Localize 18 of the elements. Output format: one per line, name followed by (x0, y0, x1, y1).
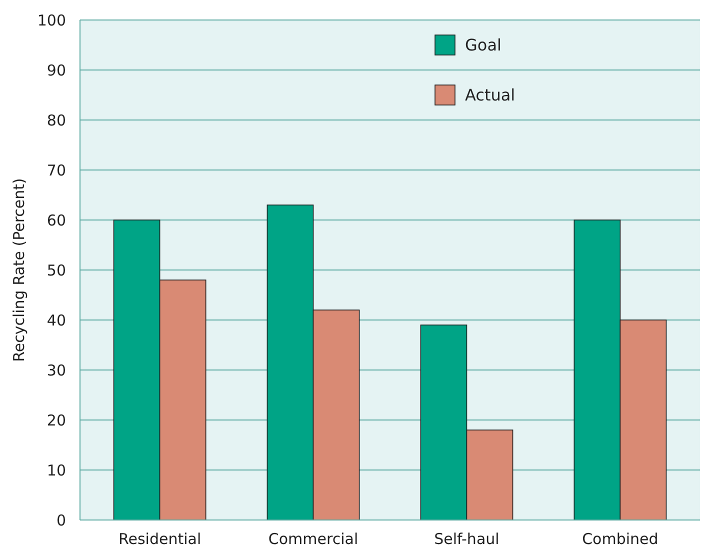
y-tick-label: 100 (37, 11, 66, 30)
x-tick-label: Combined (582, 530, 658, 548)
legend-label: Actual (465, 86, 516, 105)
y-tick-label: 90 (46, 61, 66, 80)
y-tick-label: 10 (46, 461, 66, 480)
y-tick-label: 60 (46, 211, 66, 230)
y-tick-label: 30 (46, 361, 66, 380)
y-tick-label: 20 (46, 411, 66, 430)
legend-label: Goal (465, 36, 502, 55)
y-tick-label: 40 (46, 311, 66, 330)
x-tick-label: Commercial (268, 530, 358, 548)
y-tick-label: 0 (56, 511, 66, 530)
y-axis-title: Recycling Rate (Percent) (10, 178, 28, 362)
y-tick-label: 80 (46, 111, 66, 130)
x-tick-label: Residential (118, 530, 202, 548)
y-tick-label: 70 (46, 161, 66, 180)
x-tick-label: Self-haul (434, 530, 500, 548)
y-tick-label: 50 (46, 261, 66, 280)
